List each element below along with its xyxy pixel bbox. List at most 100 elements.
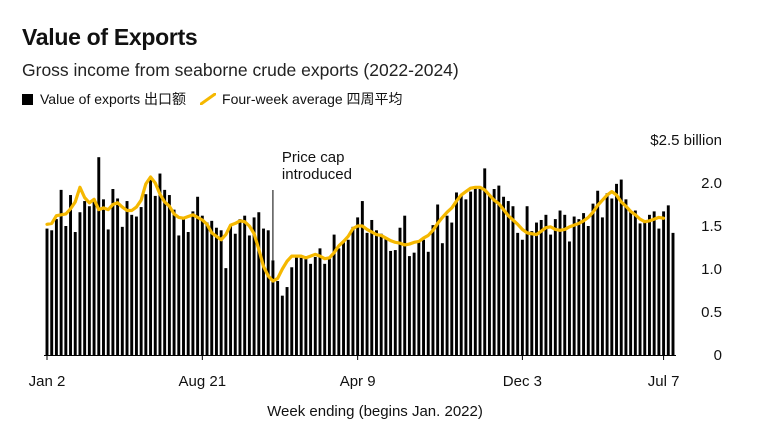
bar [600,217,604,355]
bar [403,215,407,355]
bar [167,195,171,355]
bar [553,219,557,355]
x-tick-label: Jul 7 [648,373,680,390]
bar [539,219,543,355]
bar [445,215,449,355]
bar [379,233,383,355]
bar [172,209,176,355]
bar [276,281,280,355]
bar [549,234,553,355]
bar [483,168,487,355]
bar [299,257,303,355]
y-tick-label: 1.5 [701,218,722,235]
bar [238,219,242,355]
bar [615,183,618,355]
bar [440,243,444,355]
bar [285,287,289,355]
bar [407,256,411,355]
bar [158,173,162,355]
bar [563,214,567,355]
bar [182,217,185,355]
bar [384,237,388,355]
bar [229,225,233,355]
average-line [45,175,666,283]
bar [280,295,284,355]
bar [511,206,515,355]
legend-label-average: Four-week average 四周平均 [222,91,403,107]
bar [436,204,440,355]
bar [266,230,270,355]
bar [624,199,628,355]
bar [370,219,374,355]
annotation-label: Price cap [282,149,345,166]
y-tick-label: $2.5 billion [650,132,722,149]
bar [271,260,275,355]
bar [196,196,200,355]
bar [398,227,402,355]
bar [332,234,336,355]
bar [473,188,477,355]
bar [657,228,661,355]
y-tick-label: 0 [714,347,722,364]
bar [337,248,341,355]
bar [69,195,72,355]
chart-subtitle: Gross income from seaborne crude exports… [22,60,459,80]
bar [469,191,473,355]
bar [304,256,308,355]
bar [120,226,124,355]
bar [582,213,586,355]
bar [648,214,651,355]
y-tick-label: 1.0 [701,261,722,278]
bar [327,258,331,355]
bar [412,252,416,355]
bar [200,215,204,355]
bar [130,214,134,355]
bar [492,189,496,355]
bar [591,203,595,355]
bar [360,201,364,355]
bar [535,222,538,355]
bar [247,235,251,355]
x-axis-title: Week ending (begins Jan. 2022) [267,403,483,420]
bar [351,226,355,355]
bar [116,198,120,355]
bar [125,201,129,355]
x-tick-label: Jan 2 [29,373,66,390]
bar [662,211,666,355]
bar [262,228,265,355]
bar [577,219,581,355]
bar [139,207,143,355]
bar [342,242,345,355]
bar [450,222,454,355]
bar [643,222,647,355]
bar [633,210,637,355]
bar [87,206,91,355]
bar [92,198,96,355]
bar [224,268,228,355]
y-tick-label: 0.5 [701,304,722,321]
bar [134,216,138,355]
bar [186,232,190,355]
bar [638,223,642,355]
bar [558,210,562,355]
bar [106,229,110,355]
bar-swatch-icon [22,93,33,105]
bar [243,215,247,355]
bar [313,256,317,355]
bar [97,157,101,355]
bar [356,217,360,355]
bar [318,248,322,355]
bar [455,192,458,355]
bar [163,189,167,355]
bar [520,239,524,355]
bar [78,212,82,355]
bar [219,230,223,355]
bar [295,256,298,355]
bar [54,219,58,355]
bar [417,242,421,355]
bar [389,250,393,355]
bar [610,198,614,355]
bar [629,211,633,355]
legend-label-exports: Value of exports 出口额 [40,91,187,107]
